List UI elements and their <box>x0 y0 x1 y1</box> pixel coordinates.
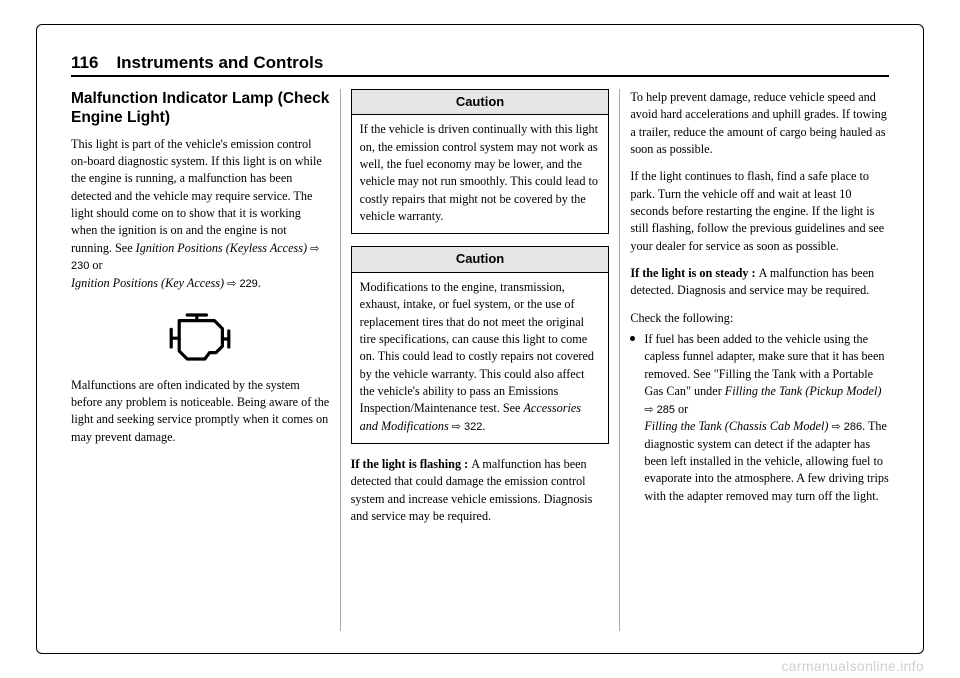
section-title: Instruments and Controls <box>116 53 323 73</box>
prevent-damage-paragraph: To help prevent damage, reduce vehicle s… <box>630 89 889 158</box>
column-2: Caution If the vehicle is driven continu… <box>340 89 620 631</box>
flashing-runin: If the light is flashing : <box>351 457 472 471</box>
mil-heading: Malfunction Indicator Lamp (Check Engine… <box>71 89 330 128</box>
link-filling-pickup: Filling the Tank (Pickup Model) <box>725 384 882 398</box>
pageref-322: ⇨ 322 <box>449 421 483 433</box>
watermark-text: carmanualsonline.info <box>782 658 925 674</box>
check-list: If fuel has been added to the vehicle us… <box>630 331 889 505</box>
period-1: . <box>258 276 261 290</box>
caution-box-1: Caution If the vehicle is driven continu… <box>351 89 610 234</box>
link-ignition-keyless: Ignition Positions (Keyless Access) <box>136 241 307 255</box>
content-columns: Malfunction Indicator Lamp (Check Engine… <box>71 89 889 631</box>
caution-1-body: If the vehicle is driven continually wit… <box>352 115 609 233</box>
caution-box-2: Caution Modifications to the engine, tra… <box>351 246 610 444</box>
caution-2-body: Modifications to the engine, transmissio… <box>352 273 609 443</box>
link-ignition-key: Ignition Positions (Key Access) <box>71 276 224 290</box>
check-following-label: Check the following: <box>630 310 889 327</box>
flashing-light-paragraph: If the light is flashing : A malfunction… <box>351 456 610 525</box>
check-engine-icon <box>160 307 240 363</box>
pageref-285: ⇨ 285 <box>644 404 675 416</box>
steady-light-paragraph: If the light is on steady : A malfunctio… <box>630 265 889 300</box>
mil-awareness-paragraph: Malfunctions are often indicated by the … <box>71 377 330 446</box>
check-item-fuel-adapter: If fuel has been added to the vehicle us… <box>630 331 889 505</box>
column-3: To help prevent damage, reduce vehicle s… <box>619 89 889 631</box>
caution-2-text-a: Modifications to the engine, transmissio… <box>360 280 594 415</box>
link-filling-chassis: Filling the Tank (Chassis Cab Model) <box>644 419 828 433</box>
page-frame: 116 Instruments and Controls Malfunction… <box>36 24 924 654</box>
mil-intro-paragraph: This light is part of the vehicle's emis… <box>71 136 330 293</box>
text-or-1: or <box>89 258 102 272</box>
caution-2-title: Caution <box>352 247 609 272</box>
period-2: . <box>482 419 485 433</box>
page-number: 116 <box>71 53 98 73</box>
steady-runin: If the light is on steady : <box>630 266 758 280</box>
continue-flash-paragraph: If the light continues to flash, find a … <box>630 168 889 255</box>
page-header: 116 Instruments and Controls <box>71 53 889 77</box>
pageref-286: ⇨ 286 <box>828 421 862 433</box>
mil-intro-text-a: This light is part of the vehicle's emis… <box>71 137 322 255</box>
text-or-2: or <box>675 402 688 416</box>
column-1: Malfunction Indicator Lamp (Check Engine… <box>71 89 340 631</box>
pageref-229: ⇨ 229 <box>224 278 258 290</box>
caution-1-title: Caution <box>352 90 609 115</box>
